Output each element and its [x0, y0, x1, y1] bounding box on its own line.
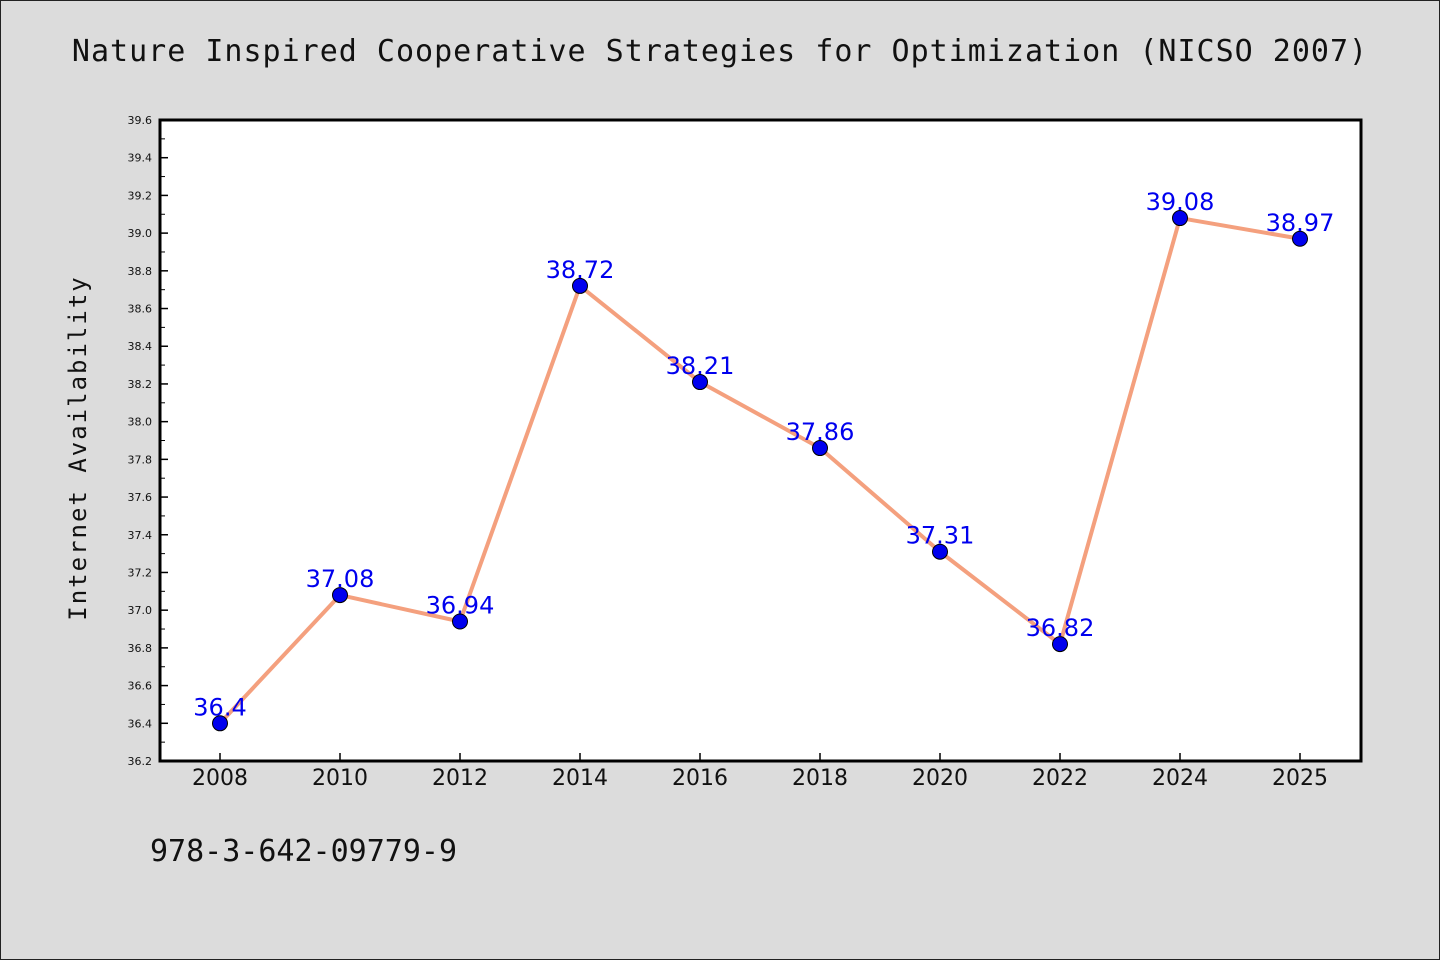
y-tick-label: 38.4	[128, 340, 153, 353]
data-point	[932, 543, 948, 560]
data-label: 39.08	[1146, 188, 1215, 216]
y-tick-label: 39.6	[128, 114, 153, 127]
data-point	[1052, 636, 1068, 653]
y-tick-label: 37.8	[128, 453, 153, 466]
data-label: 38.72	[546, 256, 615, 284]
x-axis: 2008 2010 2012 2014 2016 2018 2020 2022 2024 2025	[192, 753, 1328, 791]
data-point	[452, 613, 468, 630]
x-tick-label: 2016	[672, 766, 728, 791]
y-tick-label: 39.4	[128, 152, 153, 165]
y-tick-label: 39.2	[128, 189, 153, 202]
isbn-text: 978-3-642-09779-9	[150, 834, 458, 869]
plot-area	[158, 118, 1363, 763]
x-tick-label: 2012	[432, 766, 488, 791]
y-tick-label: 36.2	[128, 755, 153, 768]
x-tick-label: 2018	[792, 766, 848, 791]
y-tick-label: 38.0	[128, 416, 153, 429]
y-axis: 36.2 36.4 36.6 36.8 37.0 37.2 37.4 37.6 37.8 38.0…	[128, 114, 168, 768]
data-points	[212, 210, 1308, 732]
y-tick-label: 38.8	[128, 265, 153, 278]
series-line	[218, 216, 1301, 725]
y-tick-label: 38.6	[128, 303, 153, 316]
chart-title: Nature Inspired Cooperative Strategies f…	[71, 34, 1369, 69]
x-tick-label: 2020	[912, 766, 968, 791]
y-tick-label: 38.2	[128, 378, 153, 391]
data-point	[1172, 210, 1188, 227]
data-label: 37.31	[906, 522, 975, 550]
data-label: 38.21	[666, 352, 735, 380]
data-point	[692, 374, 708, 391]
x-tick-label: 2014	[552, 766, 608, 791]
data-point	[572, 277, 588, 294]
x-tick-label: 2008	[192, 766, 248, 791]
y-tick-label: 37.2	[128, 566, 153, 579]
x-tick-label: 2022	[1032, 766, 1088, 791]
y-tick-label: 36.6	[128, 680, 153, 693]
data-point	[812, 440, 828, 457]
y-tick-label: 36.4	[128, 717, 153, 730]
y-tick-label: 36.8	[128, 642, 153, 655]
data-label: 36.4	[193, 693, 246, 721]
y-tick-label: 37.6	[128, 491, 153, 504]
data-label: 38.97	[1266, 209, 1335, 237]
data-labels: 36.4 37.08 36.94 38.72 38.21 37.86 37.31 36.82 3…	[193, 188, 1334, 721]
y-tick-label: 37.0	[128, 604, 153, 617]
x-tick-label: 2025	[1272, 766, 1328, 791]
y-tick-label: 37.4	[128, 529, 153, 542]
data-label: 36.94	[426, 591, 495, 619]
y-tick-label: 39.0	[128, 227, 153, 240]
data-label: 37.08	[306, 565, 375, 593]
data-point	[332, 587, 348, 604]
data-point	[212, 715, 228, 732]
x-tick-label: 2010	[312, 766, 368, 791]
data-point	[1292, 230, 1308, 247]
data-label: 36.82	[1026, 614, 1095, 642]
data-label: 37.86	[786, 418, 855, 446]
x-tick-label: 2024	[1152, 766, 1208, 791]
